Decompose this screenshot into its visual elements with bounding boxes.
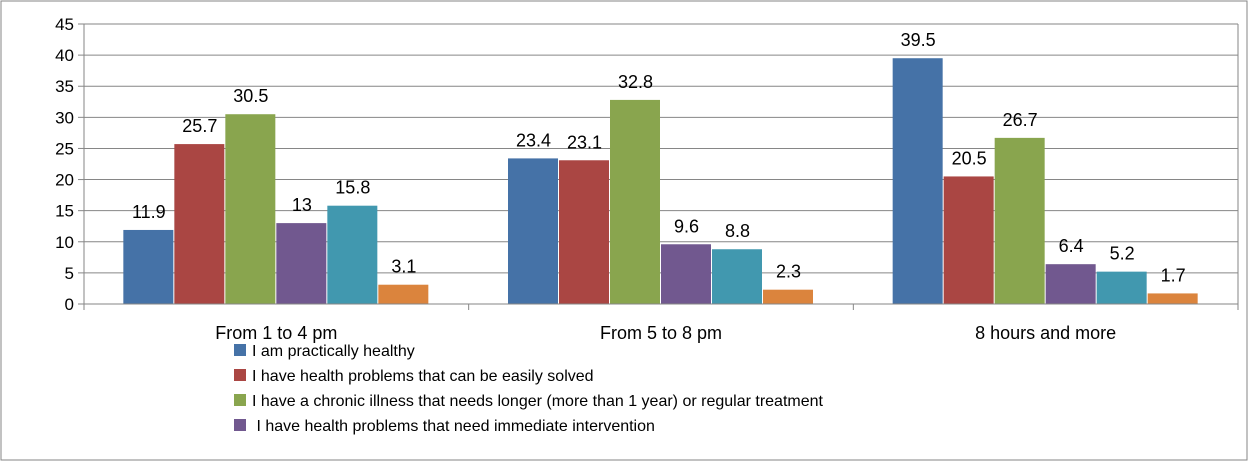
legend-swatch: [234, 344, 246, 356]
y-tick-label: 45: [55, 15, 74, 34]
bar: [661, 244, 711, 304]
data-label: 2.3: [776, 262, 801, 282]
bar: [994, 137, 1045, 304]
legend-label: I have a chronic illness that needs long…: [252, 393, 824, 410]
data-label: 23.1: [567, 132, 602, 152]
y-tick-label: 30: [55, 108, 74, 127]
bar: [763, 289, 813, 304]
data-label: 3.1: [391, 257, 416, 277]
y-tick-label: 35: [55, 77, 74, 96]
data-label: 23.4: [516, 130, 551, 150]
x-category-label: From 5 to 8 pm: [600, 323, 722, 343]
bar: [1045, 264, 1096, 304]
data-label: 1.7: [1161, 265, 1186, 285]
x-category-label: From 1 to 4 pm: [215, 323, 337, 343]
legend-label: I have health problems that can be easil…: [252, 368, 594, 385]
data-labels: 11.9 23.4 39.5 25.7 23.1 20.5 30.5 32.8 26.7 13 9.…: [132, 30, 1186, 285]
bar: [123, 229, 174, 304]
bar: [508, 158, 558, 304]
data-label: 26.7: [1003, 110, 1038, 130]
axes: 0 5 10 15 20 25 30 35 40 45 From 1 to 4 pm From 5 t…: [55, 15, 1239, 343]
bar: [174, 144, 225, 304]
bar: [276, 223, 327, 304]
bar: [327, 205, 378, 304]
data-label: 15.8: [335, 178, 370, 198]
legend-swatch: [234, 394, 246, 406]
y-tick-label: 15: [55, 202, 74, 221]
x-category-label: 8 hours and more: [975, 323, 1116, 343]
y-tick-label: 10: [55, 233, 74, 252]
data-label: 5.2: [1110, 244, 1135, 264]
data-label: 11.9: [132, 202, 166, 222]
data-label: 25.7: [182, 116, 217, 136]
bar: [610, 99, 660, 305]
bar: [559, 160, 609, 304]
data-label: 6.4: [1059, 236, 1084, 256]
bar: [225, 114, 276, 304]
data-label: 13: [292, 195, 312, 215]
bar: [378, 284, 429, 304]
legend: I am practically healthy I have health pr…: [234, 343, 824, 435]
y-tick-label: 0: [65, 295, 74, 314]
data-label: 8.8: [725, 221, 750, 241]
bar: [712, 249, 762, 304]
y-tick-label: 20: [55, 171, 74, 190]
bar: [1147, 293, 1198, 304]
data-label: 9.6: [674, 216, 699, 236]
legend-label: I have health problems that need immedia…: [252, 418, 655, 435]
data-label: 30.5: [233, 86, 268, 106]
bar: [943, 176, 994, 304]
legend-swatch: [234, 419, 246, 431]
bars: [123, 58, 1198, 305]
y-tick-label: 40: [55, 46, 74, 65]
data-label: 20.5: [952, 148, 987, 168]
bar: [1096, 271, 1147, 304]
y-tick-label: 25: [55, 139, 74, 158]
bar: [892, 58, 943, 304]
legend-swatch: [234, 369, 246, 381]
legend-label: I am practically healthy: [252, 343, 415, 360]
y-tick-label: 5: [65, 264, 74, 283]
data-label: 32.8: [618, 72, 653, 92]
data-label: 39.5: [901, 30, 936, 50]
